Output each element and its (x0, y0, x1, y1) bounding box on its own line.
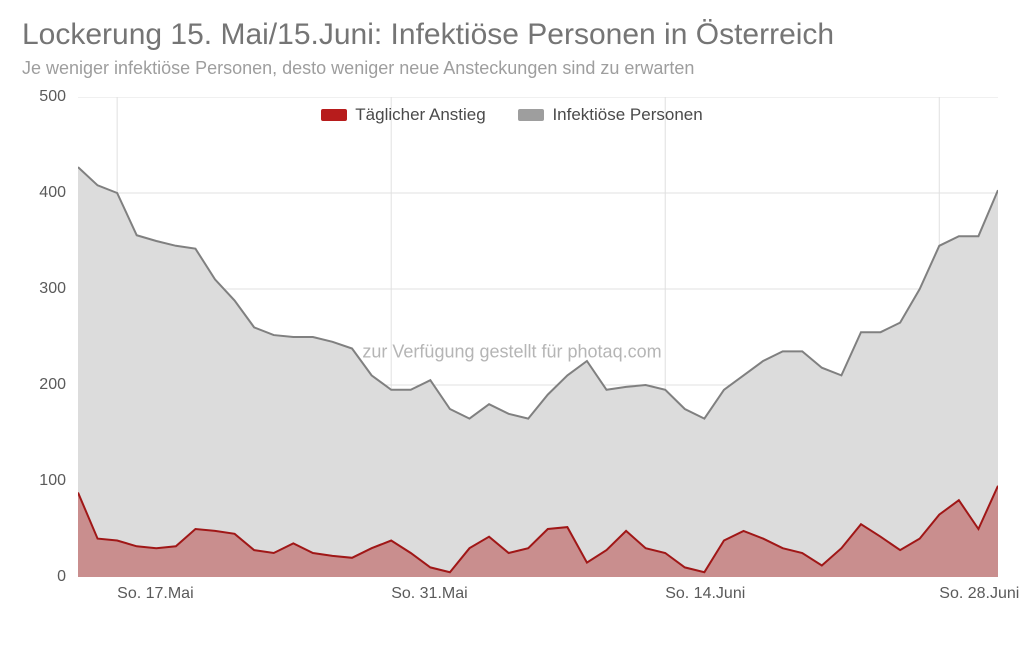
x-tick-label: So. 17.Mai (117, 585, 193, 603)
chart-svg (78, 97, 998, 577)
legend: Täglicher Anstieg Infektiöse Personen (22, 105, 1002, 126)
chart-title: Lockerung 15. Mai/15.Juni: Infektiöse Pe… (22, 18, 1002, 52)
chart-container: Lockerung 15. Mai/15.Juni: Infektiöse Pe… (0, 0, 1024, 648)
plot-region (78, 97, 998, 577)
legend-item-infectious: Infektiöse Personen (518, 105, 702, 125)
legend-swatch-infectious (518, 109, 544, 121)
x-tick-label: So. 31.Mai (391, 585, 467, 603)
x-tick-label: So. 14.Juni (665, 585, 745, 603)
y-tick-label: 500 (39, 88, 66, 106)
chart-subtitle: Je weniger infektiöse Personen, desto we… (22, 58, 1002, 79)
y-tick-label: 200 (39, 376, 66, 394)
y-tick-label: 0 (57, 568, 66, 586)
area-infectious (78, 167, 998, 577)
legend-label-infectious: Infektiöse Personen (552, 105, 702, 125)
y-tick-label: 100 (39, 472, 66, 490)
y-tick-label: 400 (39, 184, 66, 202)
x-axis-labels: So. 17.MaiSo. 31.MaiSo. 14.JuniSo. 28.Ju… (78, 581, 998, 607)
legend-swatch-daily (321, 109, 347, 121)
y-axis-labels: 0100200300400500 (22, 97, 72, 577)
x-tick-label: So. 28.Juni (939, 585, 1019, 603)
chart-area: Täglicher Anstieg Infektiöse Personen zu… (22, 97, 1002, 607)
y-tick-label: 300 (39, 280, 66, 298)
legend-item-daily: Täglicher Anstieg (321, 105, 485, 125)
legend-label-daily: Täglicher Anstieg (355, 105, 485, 125)
